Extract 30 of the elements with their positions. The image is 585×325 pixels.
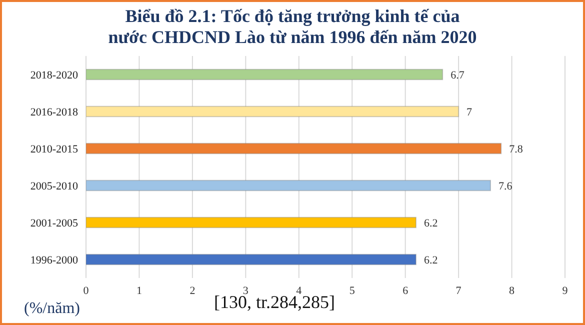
bar bbox=[86, 254, 416, 266]
bar bbox=[86, 106, 460, 118]
x-axis-title: (%/năm) bbox=[24, 300, 80, 318]
data-label: 6.2 bbox=[424, 217, 438, 230]
x-tick-label: 3 bbox=[242, 284, 249, 297]
y-tick-label: 2001-2005 bbox=[30, 217, 78, 230]
y-tick-label: 2010-2015 bbox=[30, 143, 78, 156]
bar bbox=[86, 142, 502, 154]
data-label: 6.2 bbox=[424, 254, 438, 266]
x-tick-label: 8 bbox=[509, 284, 516, 297]
x-tick-label: 6 bbox=[402, 284, 409, 297]
data-label: 6.7 bbox=[450, 69, 465, 82]
x-tick-label: 0 bbox=[83, 284, 90, 297]
x-tick-label: 7 bbox=[456, 284, 462, 297]
y-tick-label: 2016-2018 bbox=[30, 106, 78, 118]
y-tick-label: 1996-2000 bbox=[30, 254, 78, 266]
x-tick-label: 2 bbox=[190, 284, 196, 297]
x-tick-label: 5 bbox=[349, 284, 356, 297]
data-label: 7.6 bbox=[498, 180, 513, 192]
y-tick-label: 2005-2010 bbox=[30, 180, 78, 192]
x-tick-label: 9 bbox=[562, 284, 568, 297]
bar bbox=[86, 216, 416, 228]
x-tick-label: 4 bbox=[296, 284, 302, 297]
bar bbox=[86, 68, 444, 80]
x-tick-label: 1 bbox=[136, 284, 142, 297]
y-tick-label: 2018-2020 bbox=[30, 69, 78, 82]
bar bbox=[86, 180, 491, 192]
data-label: 7 bbox=[466, 106, 473, 118]
data-label: 7.8 bbox=[509, 143, 524, 156]
chart-title: Biểu đồ 2.1: Tốc độ tăng trưởng kinh tế của nước CHDCND Lào từ năm 1996 đến năm 2020 bbox=[107, 6, 478, 48]
